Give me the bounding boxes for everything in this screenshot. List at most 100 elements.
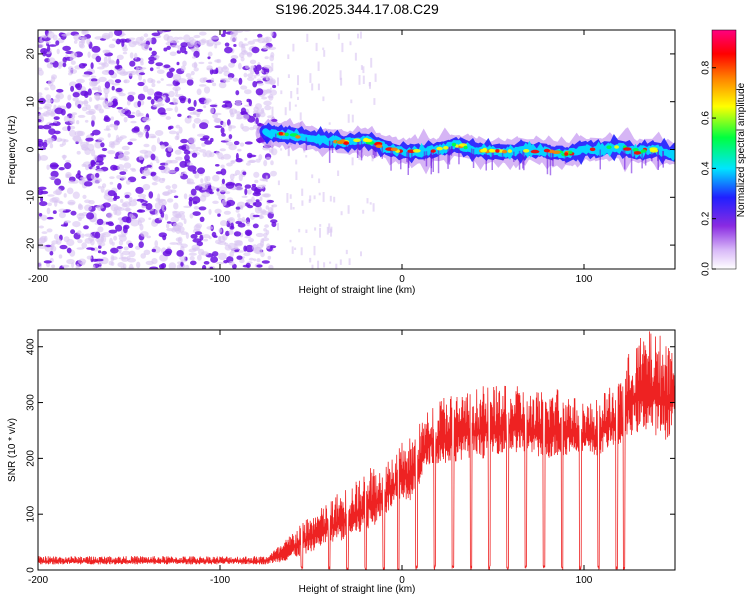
signal-hotspot <box>336 140 345 144</box>
noise-streak <box>317 61 320 71</box>
noise-speck <box>178 95 187 101</box>
noise-speck <box>143 249 151 255</box>
noise-speck <box>185 144 191 150</box>
noise-speck <box>118 109 126 114</box>
noise-speck <box>263 65 272 69</box>
noise-speck <box>85 110 95 115</box>
noise-speck <box>109 176 115 180</box>
noise-speck <box>268 264 274 269</box>
colorbar-tick-label: 0.4 <box>701 161 712 175</box>
noise-speck <box>166 83 174 87</box>
noise-speck <box>242 171 247 176</box>
noise-speck <box>215 164 220 167</box>
noise-speck <box>183 205 192 208</box>
noise-speck <box>151 182 158 186</box>
signal-smear <box>447 147 449 169</box>
noise-speck <box>230 55 239 60</box>
noise-speck <box>255 88 264 96</box>
noise-speck <box>170 216 180 223</box>
noise-speck <box>164 213 169 221</box>
noise-speck <box>237 217 243 222</box>
noise-speck <box>97 250 102 254</box>
noise-streak <box>339 259 342 265</box>
signal-hotspot <box>530 149 540 154</box>
noise-speck <box>269 54 275 62</box>
noise-streak <box>271 62 274 72</box>
noise-streak <box>270 87 272 90</box>
noise-speck <box>52 60 59 68</box>
noise-speck <box>254 246 263 255</box>
colorbar: 0.0 0.2 0.4 0.6 0.8 Normalized spectral ampl… <box>701 29 747 276</box>
noise-speck <box>197 39 206 46</box>
noise-speck <box>145 131 149 139</box>
signal-hotspot <box>363 137 369 142</box>
noise-speck <box>63 115 70 123</box>
snr-x-label: Height of straight line (km) <box>299 584 416 595</box>
noise-speck <box>139 149 149 154</box>
noise-speck <box>143 128 148 134</box>
noise-speck <box>97 97 107 101</box>
noise-speck <box>183 193 188 200</box>
noise-speck <box>226 119 231 126</box>
noise-speck <box>228 144 237 151</box>
noise-speck <box>149 67 154 72</box>
noise-speck <box>59 143 64 147</box>
noise-speck <box>225 230 230 237</box>
noise-streak <box>322 96 325 102</box>
noise-speck <box>123 116 128 123</box>
noise-speck <box>93 247 99 252</box>
noise-speck <box>188 137 196 144</box>
noise-speck <box>189 39 198 46</box>
noise-speck <box>92 129 101 136</box>
noise-speck <box>230 222 234 229</box>
noise-speck <box>240 123 244 130</box>
noise-speck <box>46 216 54 220</box>
noise-speck <box>76 120 80 125</box>
noise-speck <box>160 78 164 81</box>
noise-speck <box>48 44 57 47</box>
noise-speck <box>150 98 155 105</box>
noise-streak <box>340 77 343 86</box>
signal-hotspot <box>589 147 596 152</box>
noise-speck <box>155 91 163 96</box>
noise-speck <box>254 179 259 184</box>
noise-speck <box>51 196 60 203</box>
signal-hotspot <box>451 142 457 147</box>
noise-speck <box>269 79 276 85</box>
noise-speck <box>165 162 169 167</box>
noise-speck <box>67 94 72 101</box>
noise-speck <box>135 36 143 45</box>
noise-speck <box>158 165 166 170</box>
noise-speck <box>38 119 42 123</box>
noise-speck <box>169 159 179 164</box>
noise-speck <box>102 231 111 238</box>
noise-speck <box>226 199 236 207</box>
noise-speck <box>43 260 52 264</box>
noise-speck <box>128 250 136 258</box>
noise-speck <box>105 49 111 53</box>
noise-speck <box>68 68 78 74</box>
noise-speck <box>216 58 222 64</box>
noise-speck <box>46 62 54 69</box>
spectrogram-x-tick-label: -200 <box>28 274 48 285</box>
noise-speck <box>178 145 187 150</box>
noise-speck <box>238 77 243 85</box>
noise-speck <box>257 206 263 212</box>
signal-smear <box>360 140 363 161</box>
noise-speck <box>76 150 81 155</box>
noise-speck <box>127 141 133 146</box>
noise-speck <box>187 77 194 80</box>
noise-speck <box>72 135 82 141</box>
noise-speck <box>235 116 243 120</box>
noise-streak <box>298 228 301 233</box>
noise-speck <box>148 191 154 199</box>
noise-speck <box>216 190 221 196</box>
noise-speck <box>163 47 168 52</box>
noise-speck <box>118 153 127 161</box>
noise-speck <box>244 188 248 196</box>
noise-streak <box>296 87 299 95</box>
spectrogram-y-label: Frequency (Hz) <box>7 116 18 185</box>
noise-speck <box>55 238 62 245</box>
noise-speck <box>117 262 125 268</box>
noise-speck <box>203 99 210 105</box>
